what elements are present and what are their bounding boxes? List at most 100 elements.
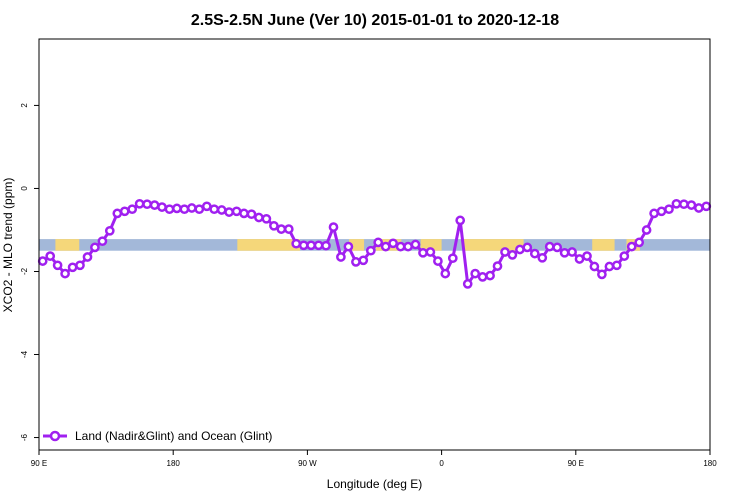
data-point (328, 222, 339, 232)
data-point (336, 252, 346, 262)
data-point (365, 245, 376, 256)
data-point (373, 237, 384, 248)
data-point (380, 241, 391, 252)
data-point (231, 206, 242, 217)
y-tick-label: 0 (20, 186, 29, 191)
land-band-segment (420, 239, 442, 251)
data-point (418, 247, 428, 258)
data-point (119, 206, 130, 217)
data-point (306, 240, 316, 251)
data-point (298, 240, 309, 251)
x-tick-label: 0 (439, 459, 444, 468)
data-point (283, 224, 294, 234)
data-point (507, 250, 518, 260)
data-point (179, 204, 190, 215)
land-band-segment (349, 239, 365, 251)
data-point (194, 204, 205, 215)
data-point (649, 208, 659, 219)
chart-title: 2.5S-2.5N June (Ver 10) 2015-01-01 to 20… (191, 12, 559, 29)
data-point (216, 205, 227, 215)
x-tick-label: 90 W (298, 459, 317, 468)
data-point (656, 206, 667, 217)
data-point (75, 260, 85, 271)
data-point (403, 241, 413, 252)
land-band-segment (55, 239, 80, 251)
plot-area (37, 198, 712, 289)
data-point (492, 261, 503, 271)
data-point (477, 272, 488, 282)
data-point (45, 251, 56, 261)
y-tick-label: -4 (20, 350, 29, 358)
data-point (529, 248, 540, 259)
data-point (522, 242, 533, 253)
data-point (455, 215, 466, 226)
data-point (537, 252, 548, 263)
data-point (209, 204, 220, 215)
data-point (313, 240, 324, 251)
data-point (201, 201, 212, 212)
x-tick-label: 90 E (31, 459, 47, 468)
x-tick-label: 90 E (568, 459, 584, 468)
data-point (67, 262, 78, 273)
data-point (619, 251, 630, 261)
x-axis: 90 E 180 90 W 0 90 E 180 (31, 450, 717, 468)
data-point (425, 247, 436, 257)
data-point (544, 241, 555, 252)
data-point (604, 261, 615, 272)
data-point (291, 238, 302, 249)
data-point (693, 203, 704, 213)
data-point (82, 252, 93, 262)
legend-marker-swatch (49, 430, 61, 442)
land-band-segment (462, 239, 524, 251)
data-point (395, 241, 406, 252)
data-point (276, 224, 287, 234)
data-point (60, 268, 70, 279)
data-point (261, 213, 272, 224)
data-point (410, 239, 421, 250)
data-point (462, 279, 473, 289)
data-point (90, 242, 100, 253)
data-point (104, 225, 115, 236)
data-point (254, 212, 264, 223)
data-point (440, 268, 451, 279)
data-point (164, 204, 175, 215)
data-point (37, 256, 48, 266)
data-point (589, 261, 600, 272)
data-point (515, 244, 525, 255)
data-point (641, 225, 652, 235)
data-point (269, 220, 279, 231)
x-tick-label: 180 (703, 459, 717, 468)
data-point (239, 208, 249, 219)
legend-label: Land (Nadir&Glint) and Ocean (Glint) (75, 429, 272, 443)
data-point (679, 199, 689, 210)
data-point (701, 201, 712, 212)
data-point (433, 256, 443, 266)
data-point (321, 240, 331, 251)
legend: Land (Nadir&Glint) and Ocean (Glint) (43, 429, 272, 443)
data-point (97, 236, 108, 247)
land-band-segment (237, 239, 300, 251)
data-point (358, 255, 369, 266)
y-tick-label: 2 (20, 103, 29, 108)
land-band-segment (592, 239, 615, 251)
data-point (567, 247, 577, 257)
data-point (157, 202, 167, 212)
data-point (112, 208, 123, 219)
data-point (351, 257, 361, 267)
y-axis: -6 -4 -2 0 2 (20, 103, 39, 441)
plot-frame (38, 38, 711, 451)
y-tick-label: -2 (20, 267, 29, 275)
data-point (574, 254, 585, 264)
data-point (246, 209, 257, 220)
data-point (485, 270, 495, 281)
y-axis-label: XCO2 - MLO trend (ppm) (1, 178, 15, 313)
data-point (626, 241, 637, 252)
data-point (597, 269, 607, 280)
data-point (671, 198, 682, 209)
data-point (559, 247, 570, 258)
data-point (52, 260, 63, 271)
data-point (611, 260, 622, 271)
data-point (447, 253, 458, 264)
data-point (634, 237, 645, 248)
data-point (149, 200, 160, 210)
